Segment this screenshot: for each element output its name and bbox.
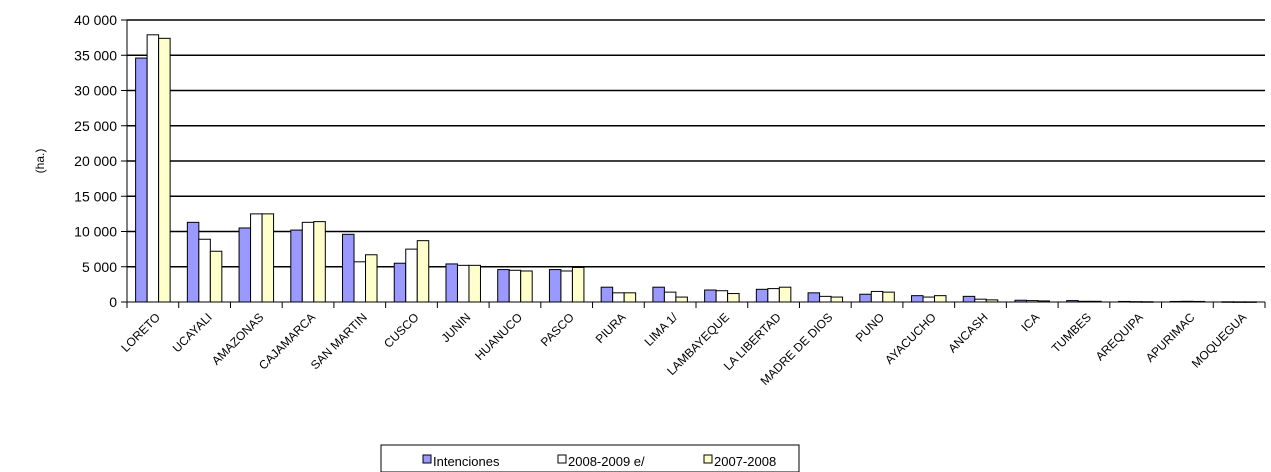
x-tick-label: PUNO — [853, 310, 887, 344]
bar — [882, 291, 895, 303]
bar — [727, 293, 740, 303]
bar — [445, 263, 458, 303]
bar — [365, 254, 378, 303]
bar — [715, 290, 729, 303]
bar — [158, 37, 171, 303]
bar — [497, 269, 510, 303]
bar — [807, 292, 821, 303]
bar — [290, 229, 303, 303]
bar — [859, 293, 872, 303]
x-tick-label: APURIMAC — [1143, 310, 1198, 365]
legend: Intenciones 2008-2009 e/2007-2008 — [380, 444, 800, 472]
bar — [135, 57, 148, 303]
bar — [922, 296, 936, 303]
y-axis-ticks: 0 5 000 10 000 15 000 20 000 25 000 30 000 35 0… — [74, 12, 127, 310]
bar — [468, 264, 481, 303]
x-tick-label: PIURA — [593, 310, 629, 346]
bar — [146, 34, 160, 303]
bar — [663, 291, 677, 303]
bar — [755, 288, 769, 303]
x-tick-label: HUANUCO — [472, 310, 525, 363]
bar — [416, 240, 430, 303]
bar — [520, 270, 533, 303]
bar — [250, 213, 263, 303]
legend-swatch — [422, 454, 432, 464]
bar — [652, 286, 665, 303]
y-tick-label: 0 — [109, 294, 117, 310]
x-tick-label: AYACUCHO — [882, 310, 939, 367]
y-tick-label: 15 000 — [74, 188, 117, 204]
bar — [198, 238, 211, 303]
y-tick-label: 40 000 — [74, 12, 117, 28]
bar — [911, 295, 924, 303]
y-tick-label: 30 000 — [74, 83, 117, 99]
bars — [135, 34, 1257, 303]
x-tick-label: JUNIN — [438, 310, 473, 345]
y-tick-label: 5 000 — [82, 259, 117, 275]
bar — [301, 221, 315, 303]
legend-label: Intenciones — [433, 454, 500, 469]
x-tick-label: TUMBES — [1049, 310, 1094, 355]
bar — [508, 269, 522, 303]
bar — [560, 270, 573, 303]
bar — [767, 288, 780, 303]
bar — [342, 233, 355, 303]
x-tick-label: AREQUIPA — [1093, 310, 1146, 363]
legend-swatch — [703, 454, 713, 464]
y-tick-label: 35 000 — [74, 47, 117, 63]
bar — [238, 227, 252, 303]
bar — [393, 262, 407, 303]
bar — [571, 266, 585, 303]
bar — [209, 250, 223, 303]
bar — [600, 286, 614, 303]
x-tick-label: LIMA 1/ — [642, 310, 681, 349]
bar — [704, 289, 717, 303]
bar — [778, 286, 792, 303]
bar — [405, 248, 418, 303]
bar — [612, 292, 625, 303]
legend-swatch — [557, 454, 567, 464]
bar — [456, 264, 470, 303]
x-tick-label: PASCO — [538, 310, 577, 349]
bar — [313, 221, 326, 303]
bar — [675, 296, 688, 303]
x-tick-label: AMAZONAS — [209, 310, 267, 368]
x-tick-label: ANCASH — [945, 310, 990, 355]
legend-label: 2007-2008 — [714, 454, 776, 469]
bar — [819, 295, 832, 303]
y-tick-label: 25 000 — [74, 118, 117, 134]
bar — [623, 292, 637, 303]
bar — [830, 296, 844, 303]
x-tick-label: MOQUEGUA — [1189, 310, 1249, 370]
x-tick-label: UCAYALI — [170, 310, 215, 355]
bar — [870, 290, 884, 303]
y-axis-label: (ha.) — [33, 149, 47, 174]
y-tick-label: 10 000 — [74, 224, 117, 240]
y-tick-label: 20 000 — [74, 153, 117, 169]
bar — [962, 295, 976, 303]
x-tick-label: CUSCO — [381, 310, 422, 351]
bar — [353, 261, 367, 303]
bar — [186, 221, 200, 303]
bar — [934, 295, 947, 303]
x-tick-label: ICA — [1018, 310, 1042, 334]
x-tick-label: LORETO — [118, 310, 163, 355]
bar — [261, 213, 275, 303]
legend-label: 2008-2009 e/ — [568, 454, 645, 469]
legend-box — [380, 444, 800, 472]
bar — [548, 269, 562, 303]
